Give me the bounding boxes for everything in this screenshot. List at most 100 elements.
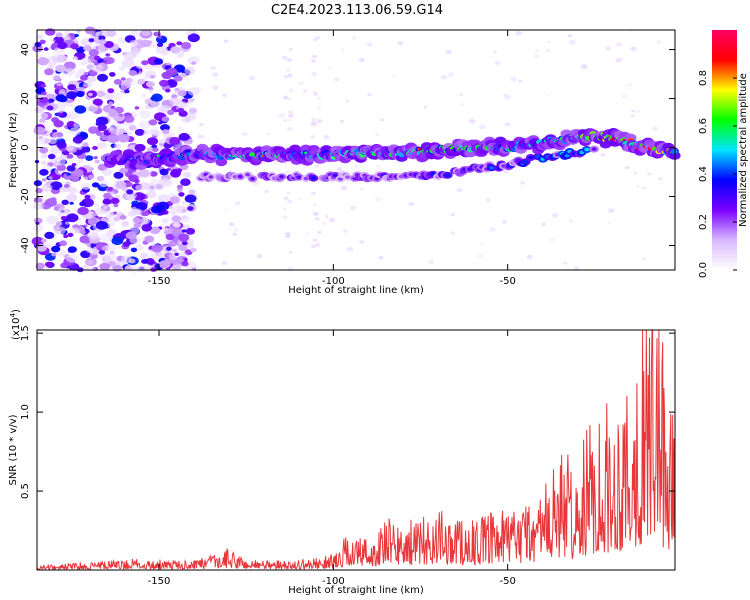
spectrogram-cell — [39, 118, 45, 123]
spectrogram-cell — [633, 171, 638, 175]
spectrogram-cell — [224, 208, 229, 212]
spectrogram-cell — [76, 46, 86, 53]
spectrogram-cell — [159, 168, 169, 176]
spectrogram-cell — [459, 93, 464, 96]
spectrogram-cell — [150, 75, 155, 79]
spectrogram-cell — [339, 119, 344, 123]
spectrogram-cell — [631, 109, 635, 113]
spectrogram-cell — [63, 67, 75, 76]
spectrogram-cell — [151, 244, 163, 253]
spectrogram-cell — [96, 242, 104, 249]
spectrogram-cell — [333, 77, 340, 82]
spectrogram-cell — [88, 92, 93, 97]
spectrogram-cell — [69, 127, 81, 136]
spectrogram-y-tick-label: 40 — [20, 43, 31, 56]
spectrogram-cell — [187, 206, 194, 211]
spectrogram-cell — [85, 103, 98, 113]
spectrogram-cell — [149, 226, 161, 235]
spectrogram-cell — [56, 141, 67, 149]
spectrogram-cell — [96, 175, 105, 182]
spectrogram-cell — [178, 192, 185, 197]
spectrogram-cell — [378, 255, 384, 260]
spectrogram-cell — [146, 147, 154, 153]
spectrogram-cell — [176, 157, 188, 166]
spectrogram-cell — [150, 205, 162, 214]
spectrogram-cell — [35, 188, 43, 194]
spectrogram-cell — [104, 41, 114, 48]
spectrogram-cell — [146, 137, 159, 146]
spectrogram-cell — [129, 40, 139, 47]
spectrogram-cell — [97, 73, 108, 82]
spectrogram-cell — [608, 208, 615, 213]
spectrogram-cell — [101, 168, 113, 176]
snr-y-multiplier: (x104) — [9, 309, 22, 340]
spectrogram-cell — [547, 40, 551, 44]
spectrogram-cell — [92, 213, 98, 217]
spectrogram-cell — [73, 38, 79, 43]
spectrogram-cells — [31, 26, 681, 273]
spectrogram-cell — [302, 89, 308, 93]
spectrogram-cell — [109, 72, 116, 77]
colorbar-gradient — [712, 30, 737, 270]
spectrogram-cell — [109, 191, 116, 196]
spectrogram-cell — [184, 117, 191, 122]
spectrogram-cell — [70, 43, 79, 50]
spectrogram-cell — [111, 92, 122, 100]
spectrogram-cell — [95, 122, 101, 126]
spectrogram-cell — [170, 214, 183, 224]
spectrogram-cell — [282, 96, 288, 100]
spectrogram-cell — [197, 134, 204, 139]
spectrogram-cell — [116, 211, 122, 215]
spectrogram-cell — [71, 163, 77, 167]
spectrogram-cell — [83, 72, 89, 76]
spectrogram-cell — [145, 258, 155, 265]
spectrogram-cell — [208, 175, 214, 179]
spectrogram-cell — [178, 252, 188, 259]
spectrogram-cell — [99, 233, 112, 243]
spectrogram-cell — [120, 85, 128, 91]
spectrogram-cell — [181, 229, 187, 233]
spectrogram-cell — [61, 34, 71, 41]
spectrogram-cell — [234, 201, 241, 206]
spectrogram-cell — [48, 137, 57, 145]
spectrogram-cell — [315, 36, 320, 39]
spectrogram-cell — [351, 36, 357, 40]
spectrogram-cell — [174, 252, 180, 256]
spectrogram-cell — [53, 120, 64, 128]
spectrogram-cell — [392, 74, 396, 77]
spectrogram-cell — [74, 33, 79, 38]
spectrogram-cell — [656, 40, 662, 45]
spectrogram-cell — [181, 201, 186, 205]
spectrogram-cell — [38, 54, 43, 58]
spectrogram-cell — [177, 107, 185, 113]
spectrogram-cell — [113, 203, 119, 208]
spectrogram-cell — [88, 126, 99, 134]
spectrogram-cell — [580, 64, 588, 70]
spectrogram-cell — [343, 229, 348, 233]
colorbar-tick-label: 0.0 — [698, 262, 709, 278]
spectrogram-cell — [157, 105, 168, 113]
spectrogram-cell — [157, 194, 170, 203]
spectrogram-cell — [316, 180, 321, 184]
spectrogram-cell — [50, 147, 60, 155]
spectrogram-cell — [635, 109, 640, 113]
spectrogram-cell — [624, 166, 630, 170]
spectrogram-cell — [545, 94, 549, 98]
spectrogram-cell — [48, 98, 55, 103]
spectrogram-cell — [140, 217, 151, 225]
spectrogram-cell — [80, 57, 91, 65]
spectrogram-cell — [35, 106, 45, 113]
spectrogram-cell — [273, 161, 278, 165]
spectrogram-cell — [237, 174, 243, 179]
spectrogram-cell — [110, 197, 120, 205]
spectrogram-cell — [83, 142, 89, 147]
spectrogram-cell — [615, 42, 623, 47]
spectrogram-cell — [117, 245, 122, 249]
spectrogram-cell — [98, 35, 106, 41]
spectrogram-cell — [39, 146, 49, 154]
spectrogram-cell — [158, 121, 163, 125]
spectrogram-cell — [288, 200, 293, 204]
spectrogram-cell — [191, 61, 196, 65]
spectrogram-cell — [117, 133, 130, 143]
